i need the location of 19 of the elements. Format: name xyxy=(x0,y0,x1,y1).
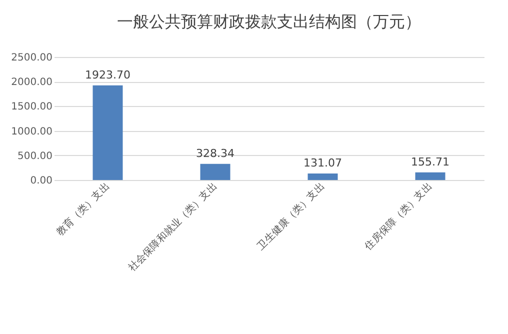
y-tick-label: 0.00 xyxy=(30,176,52,186)
bar xyxy=(200,164,230,180)
x-tick-label: 教育（类）支出 xyxy=(54,180,112,238)
x-tick-label: 卫生健康（类）支出 xyxy=(254,180,327,252)
bar xyxy=(308,174,338,180)
bar xyxy=(415,172,446,180)
data-label: 155.71 xyxy=(411,155,450,168)
bar xyxy=(92,85,123,180)
y-tick-label: 2500.00 xyxy=(11,52,52,64)
data-label: 328.34 xyxy=(196,146,234,160)
y-tick-label: 500.00 xyxy=(18,150,52,162)
y-tick-label: 1500.00 xyxy=(11,102,52,113)
data-label: 1923.70 xyxy=(85,68,130,82)
chart-title: 一般公共预算财政拨款支出结构图（万元） xyxy=(117,12,421,31)
data-label: 131.07 xyxy=(304,156,342,170)
y-tick-label: 2000.00 xyxy=(11,77,52,88)
x-tick-label: 住房保障（类）支出 xyxy=(362,180,434,252)
y-tick-label: 1000.00 xyxy=(11,126,52,138)
x-tick-label: 社会保障和就业（类）支出 xyxy=(126,180,220,274)
